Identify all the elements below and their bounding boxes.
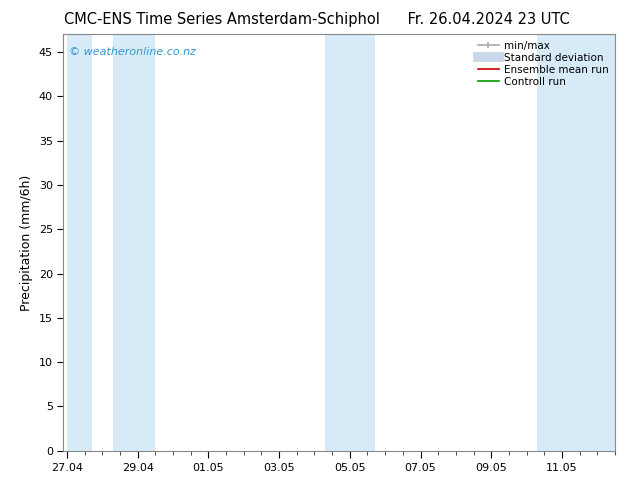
Bar (325, 34, 350, 451)
Bar (67, 34, 92, 451)
Legend: min/max, Standard deviation, Ensemble mean run, Controll run: min/max, Standard deviation, Ensemble me… (475, 37, 612, 90)
Bar (537, 34, 615, 451)
Bar (350, 34, 375, 451)
Y-axis label: Precipitation (mm/6h): Precipitation (mm/6h) (20, 174, 34, 311)
Text: CMC-ENS Time Series Amsterdam-Schiphol      Fr. 26.04.2024 23 UTC: CMC-ENS Time Series Amsterdam-Schiphol F… (64, 12, 570, 27)
Text: © weatheronline.co.nz: © weatheronline.co.nz (69, 47, 196, 57)
Bar (113, 34, 155, 451)
